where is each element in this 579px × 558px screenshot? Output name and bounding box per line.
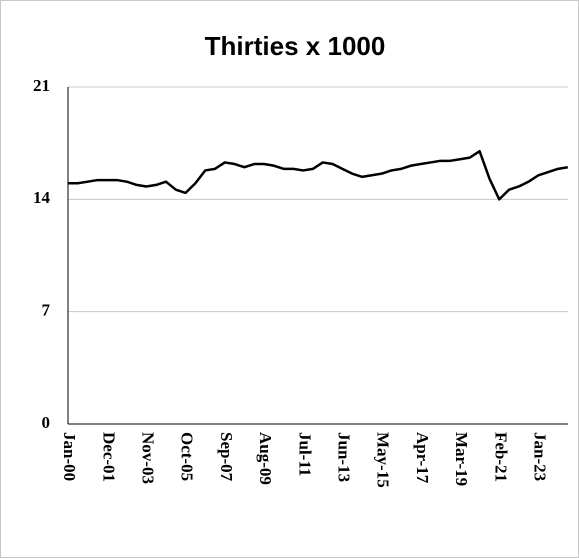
chart-title: Thirties x 1000	[205, 31, 386, 61]
x-tick-label: Sep-07	[217, 432, 236, 482]
x-tick-label: Jul-11	[295, 432, 314, 476]
y-tick-label: 0	[42, 413, 51, 432]
y-tick-label: 7	[42, 301, 51, 320]
x-tick-label: Nov-03	[138, 432, 157, 484]
x-tick-label: Jun-13	[334, 432, 353, 482]
x-tick-label: Oct-05	[178, 432, 197, 481]
x-tick-label: Dec-01	[99, 432, 118, 482]
y-tick-label: 21	[33, 76, 50, 95]
x-tick-label: Feb-21	[491, 432, 510, 482]
y-tick-label: 14	[33, 188, 51, 207]
line-series	[68, 149, 569, 201]
x-tick-label: May-15	[374, 432, 393, 488]
x-tick-label: Jan-00	[60, 432, 79, 481]
x-tick-label: Mar-19	[452, 432, 471, 486]
x-tick-label: Jan-23	[530, 432, 549, 481]
x-tick-label: Aug-09	[256, 432, 275, 485]
x-tick-label: Apr-17	[413, 432, 432, 484]
